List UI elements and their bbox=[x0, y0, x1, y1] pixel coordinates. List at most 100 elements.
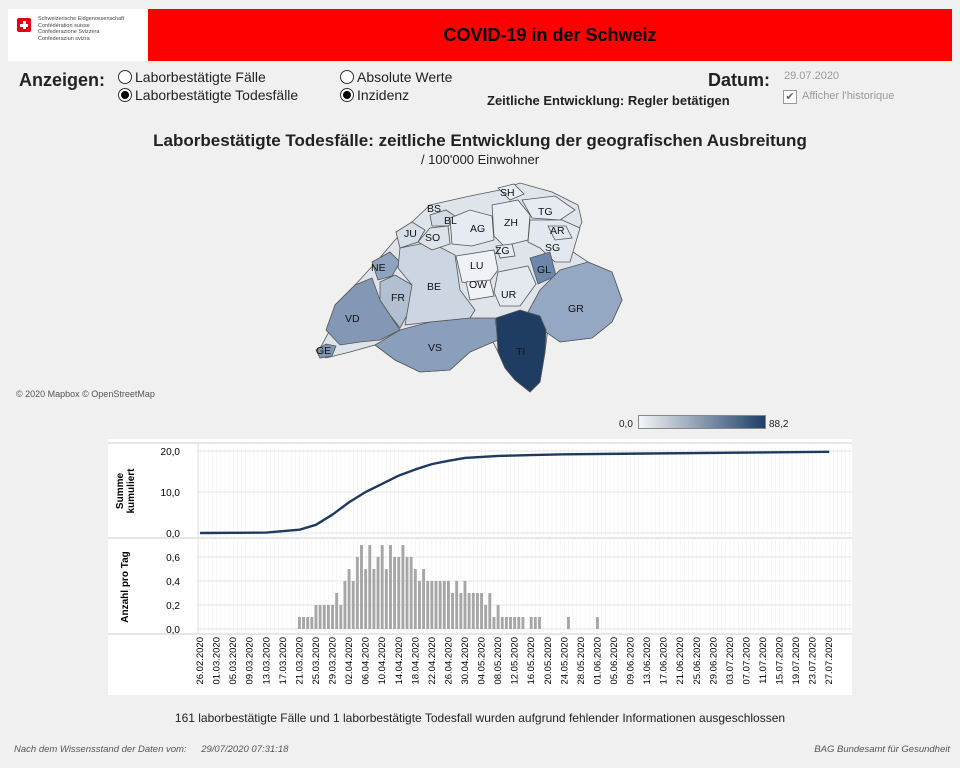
bar-chart-y-tick: 0,2 bbox=[166, 601, 180, 612]
line-chart-y-label: Summekumuliert bbox=[115, 468, 137, 514]
radio-selected-icon[interactable] bbox=[340, 88, 354, 102]
x-tick-label: 07.07.2020 bbox=[741, 637, 752, 685]
canton-fr[interactable] bbox=[379, 274, 413, 329]
canton-so[interactable] bbox=[417, 225, 451, 251]
x-tick-label: 19.07.2020 bbox=[791, 637, 802, 685]
daily-bar bbox=[426, 581, 430, 629]
daily-bar bbox=[438, 581, 442, 629]
x-tick-label: 04.05.2020 bbox=[477, 637, 488, 685]
historique-checkbox[interactable]: ✔ bbox=[783, 90, 797, 104]
historique-label[interactable]: Afficher l'historique bbox=[802, 90, 895, 102]
line-chart-y-tick: 20,0 bbox=[161, 447, 181, 458]
radio-circle-icon[interactable] bbox=[340, 70, 354, 84]
canton-label-ow: OW bbox=[469, 279, 487, 291]
canton-ow[interactable] bbox=[465, 279, 495, 301]
canton-ti[interactable] bbox=[495, 309, 547, 393]
canton-ne[interactable] bbox=[371, 251, 401, 281]
daily-bar bbox=[397, 557, 401, 629]
data-timestamp: Nach dem Wissensstand der Daten vom: 29/… bbox=[14, 744, 288, 755]
x-tick-label: 26.02.2020 bbox=[195, 637, 206, 685]
x-tick-label: 27.07.2020 bbox=[824, 637, 835, 685]
daily-bar bbox=[504, 617, 508, 629]
daily-bar bbox=[484, 605, 488, 629]
datum-value[interactable]: 29.07.2020 bbox=[784, 70, 840, 82]
canton-label-bs: BS bbox=[427, 203, 441, 215]
app-title-bar: COVID-19 in der Schweiz bbox=[148, 9, 952, 61]
x-tick-label: 14.04.2020 bbox=[394, 637, 405, 685]
canton-sh[interactable] bbox=[497, 183, 525, 201]
radio-circle-icon[interactable] bbox=[118, 70, 132, 84]
chart-panel: 0,0 10,0 20,0 Summekumuliert 0,0 0,2 0,4 0,6 Anz… bbox=[108, 439, 852, 695]
canton-ge[interactable] bbox=[315, 343, 337, 359]
radio-laborbestaetigte-todesfaelle[interactable]: Laborbestätigte Todesfälle bbox=[118, 86, 298, 104]
x-tick-label: 03.07.2020 bbox=[725, 637, 736, 685]
radio-laborbestaetigte-faelle[interactable]: Laborbestätigte Fälle bbox=[118, 68, 298, 86]
canton-label-zh: ZH bbox=[504, 217, 518, 229]
daily-bar bbox=[318, 605, 322, 629]
daily-bar bbox=[401, 545, 405, 629]
legend-max: 88,2 bbox=[769, 419, 789, 430]
canton-label-fr: FR bbox=[391, 292, 405, 304]
canton-label-sh: SH bbox=[500, 187, 515, 199]
x-tick-label: 18.04.2020 bbox=[410, 637, 421, 685]
anzeigen-label: Anzeigen: bbox=[19, 70, 106, 90]
canton-label-vd: VD bbox=[345, 313, 360, 325]
bar-chart-y-tick: 0,6 bbox=[166, 553, 180, 564]
time-series-charts[interactable]: 0,0 10,0 20,0 Summekumuliert 0,0 0,2 0,4 0,6 Anz… bbox=[108, 439, 852, 695]
swiss-confederation-logo: Schweizerische Eidgenossenschaft Confédé… bbox=[8, 9, 148, 61]
x-tick-label: 02.04.2020 bbox=[344, 637, 355, 685]
radio-inzidenz[interactable]: Inzidenz bbox=[340, 86, 452, 104]
radio-absolute-werte[interactable]: Absolute Werte bbox=[340, 68, 452, 86]
daily-bar bbox=[368, 545, 372, 629]
daily-bar bbox=[335, 593, 339, 629]
daily-bar bbox=[533, 617, 537, 629]
daily-bar bbox=[488, 593, 492, 629]
header: Schweizerische Eidgenossenschaft Confédé… bbox=[8, 9, 952, 61]
switzerland-map[interactable]: SH BS BL TG ZH JU SO AG AR SG ZG NE LU G… bbox=[0, 0, 960, 440]
daily-bar bbox=[418, 581, 421, 629]
map-attribution[interactable]: © 2020 Mapbox © OpenStreetMap bbox=[16, 389, 155, 399]
daily-bar bbox=[372, 569, 376, 629]
daily-bar bbox=[446, 581, 450, 629]
daily-bar bbox=[405, 557, 409, 629]
canton-label-ju: JU bbox=[404, 228, 417, 240]
daily-bar bbox=[455, 581, 459, 629]
canton-ju[interactable] bbox=[395, 221, 426, 249]
x-tick-label: 15.07.2020 bbox=[775, 637, 786, 685]
canton-ur[interactable] bbox=[493, 265, 537, 307]
x-tick-label: 21.06.2020 bbox=[675, 637, 686, 685]
daily-bar bbox=[310, 617, 314, 629]
canton-label-ti: TI bbox=[516, 346, 525, 358]
legend-min: 0,0 bbox=[619, 419, 633, 430]
daily-bar bbox=[343, 581, 347, 629]
canton-tg[interactable] bbox=[521, 195, 576, 221]
bar-chart-y-label: Anzahl pro Tag bbox=[120, 551, 131, 622]
daily-bar bbox=[322, 605, 326, 629]
x-tick-label: 30.04.2020 bbox=[460, 637, 471, 685]
daily-bar bbox=[326, 605, 330, 629]
canton-label-ag: AG bbox=[470, 223, 485, 235]
logo-text: Schweizerische Eidgenossenschaft Confédé… bbox=[38, 16, 125, 42]
canton-ag[interactable] bbox=[449, 209, 495, 247]
canton-lu[interactable] bbox=[455, 249, 499, 287]
canton-ar[interactable] bbox=[547, 225, 573, 241]
x-tick-label: 16.05.2020 bbox=[526, 637, 537, 685]
canton-zg[interactable] bbox=[495, 243, 516, 259]
daily-bar bbox=[538, 617, 541, 629]
x-tick-label: 23.07.2020 bbox=[808, 637, 819, 685]
daily-bar bbox=[413, 569, 417, 629]
x-tick-label: 20.05.2020 bbox=[543, 637, 554, 685]
daily-bar bbox=[480, 593, 483, 629]
daily-bar bbox=[302, 617, 305, 629]
daily-bar bbox=[347, 569, 351, 629]
data-timestamp-value: 29/07/2020 07:31:18 bbox=[201, 744, 289, 755]
canton-be[interactable] bbox=[397, 241, 476, 326]
bar-chart-y-tick: 0,0 bbox=[166, 625, 180, 636]
daily-bar bbox=[517, 617, 521, 629]
radio-selected-icon[interactable] bbox=[118, 88, 132, 102]
canton-label-bl: BL bbox=[444, 215, 457, 227]
daily-bar bbox=[364, 569, 368, 629]
x-tick-label: 01.03.2020 bbox=[212, 637, 223, 685]
canton-label-tg: TG bbox=[538, 206, 553, 218]
check-icon: ✔ bbox=[785, 91, 795, 103]
